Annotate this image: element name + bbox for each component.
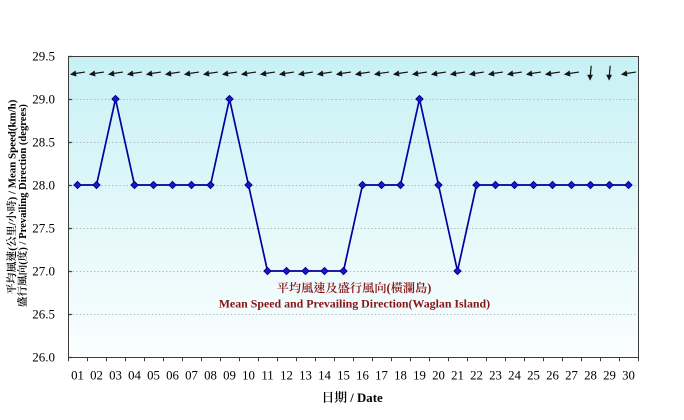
svg-text:05: 05: [147, 369, 160, 383]
svg-text:(: (: [6, 247, 18, 251]
svg-text:16: 16: [356, 369, 369, 383]
svg-text:/ Date: / Date: [347, 391, 383, 405]
svg-text:26.5: 26.5: [32, 307, 55, 322]
svg-text:30: 30: [622, 369, 635, 383]
svg-text:09: 09: [223, 369, 236, 383]
svg-text:29.0: 29.0: [32, 92, 55, 107]
svg-text:04: 04: [128, 369, 141, 383]
svg-text:24: 24: [508, 369, 521, 383]
svg-text:14: 14: [318, 369, 331, 383]
svg-text:15: 15: [337, 369, 350, 383]
svg-text:12: 12: [280, 369, 293, 383]
svg-text:Mean Speed and Prevailing Dire: Mean Speed and Prevailing Direction(Wagl…: [219, 296, 490, 310]
svg-text:26.0: 26.0: [32, 350, 55, 365]
svg-text:03: 03: [109, 369, 122, 383]
svg-text:21: 21: [451, 369, 464, 383]
svg-text:20: 20: [432, 369, 445, 383]
svg-text:07: 07: [185, 369, 198, 383]
svg-text:29: 29: [603, 369, 616, 383]
svg-text:22: 22: [470, 369, 483, 383]
svg-text:28: 28: [584, 369, 597, 383]
svg-text:28.5: 28.5: [32, 135, 55, 150]
svg-text:11: 11: [261, 369, 273, 383]
svg-text:): ): [427, 281, 431, 295]
svg-text:17: 17: [375, 369, 388, 383]
svg-text:19: 19: [413, 369, 426, 383]
svg-text:25: 25: [527, 369, 540, 383]
svg-text:27.5: 27.5: [32, 221, 55, 236]
svg-text:06: 06: [166, 369, 179, 383]
svg-text:02: 02: [90, 369, 103, 383]
svg-text:18: 18: [394, 369, 407, 383]
svg-text:(: (: [387, 281, 391, 295]
svg-text:) / Prevailing Direction (degr: ) / Prevailing Direction (degrees): [18, 104, 29, 251]
svg-text:/: /: [6, 221, 18, 226]
svg-text:29.5: 29.5: [32, 49, 55, 64]
svg-text:27.0: 27.0: [32, 264, 55, 279]
svg-text:23: 23: [489, 369, 502, 383]
svg-text:28.0: 28.0: [32, 178, 55, 193]
svg-text:01: 01: [71, 369, 84, 383]
svg-text:27: 27: [565, 369, 578, 383]
svg-text:08: 08: [204, 369, 217, 383]
svg-text:(: (: [18, 261, 29, 265]
svg-text:10: 10: [242, 369, 255, 383]
svg-text:) / Mean Speed(km/h): ) / Mean Speed(km/h): [6, 99, 18, 200]
svg-text:13: 13: [299, 369, 312, 383]
svg-text:26: 26: [546, 369, 559, 383]
